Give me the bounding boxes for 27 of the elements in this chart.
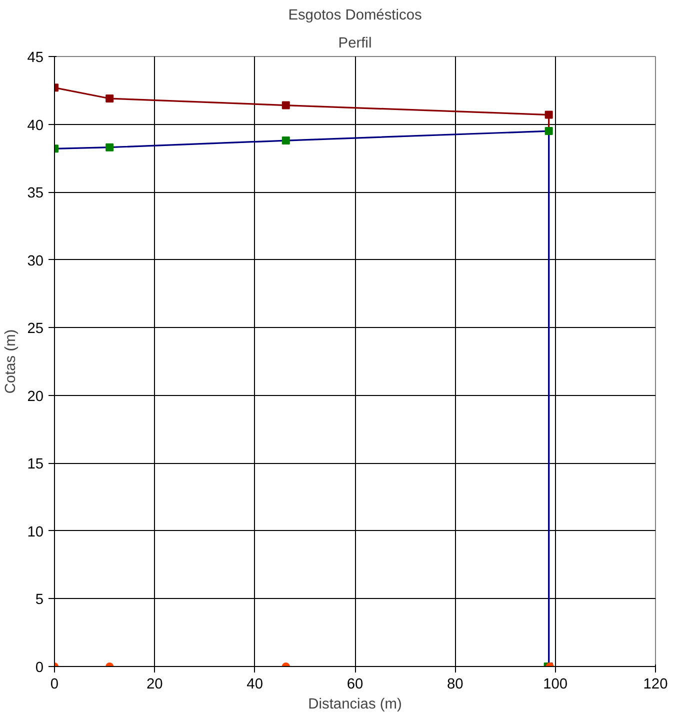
x-tick-label: 40 bbox=[246, 676, 263, 692]
point bbox=[282, 136, 290, 145]
x-tick-label: 60 bbox=[346, 676, 364, 692]
y-tick-label: 45 bbox=[27, 50, 44, 66]
y-tick-label: 20 bbox=[27, 388, 44, 405]
x-tick-label: 0 bbox=[50, 676, 59, 692]
x-tick-label: 120 bbox=[643, 676, 668, 692]
point bbox=[544, 110, 553, 119]
x-tick-label: 100 bbox=[543, 676, 568, 692]
y-tick-label: 40 bbox=[27, 118, 44, 134]
point bbox=[106, 143, 114, 152]
y-tick-label: 5 bbox=[35, 592, 44, 608]
y-tick-label: 15 bbox=[27, 456, 44, 473]
point bbox=[282, 101, 290, 110]
y-tick-label: 0 bbox=[35, 660, 44, 676]
y-tick-label: 25 bbox=[27, 321, 44, 338]
y-tick-label: 10 bbox=[27, 524, 44, 540]
x-tick-label: 20 bbox=[146, 676, 163, 692]
y-tick-label: 30 bbox=[27, 253, 44, 270]
point bbox=[544, 127, 553, 136]
chart-title: Esgotos Domésticos bbox=[288, 8, 422, 24]
x-tick-label: 80 bbox=[447, 676, 464, 692]
y-axis-title: Cotas (m) bbox=[3, 329, 20, 394]
point bbox=[106, 94, 114, 103]
chart-subtitle: Perfil bbox=[338, 36, 372, 52]
x-axis-title: Distancias (m) bbox=[308, 696, 402, 712]
y-tick-label: 35 bbox=[27, 186, 44, 202]
